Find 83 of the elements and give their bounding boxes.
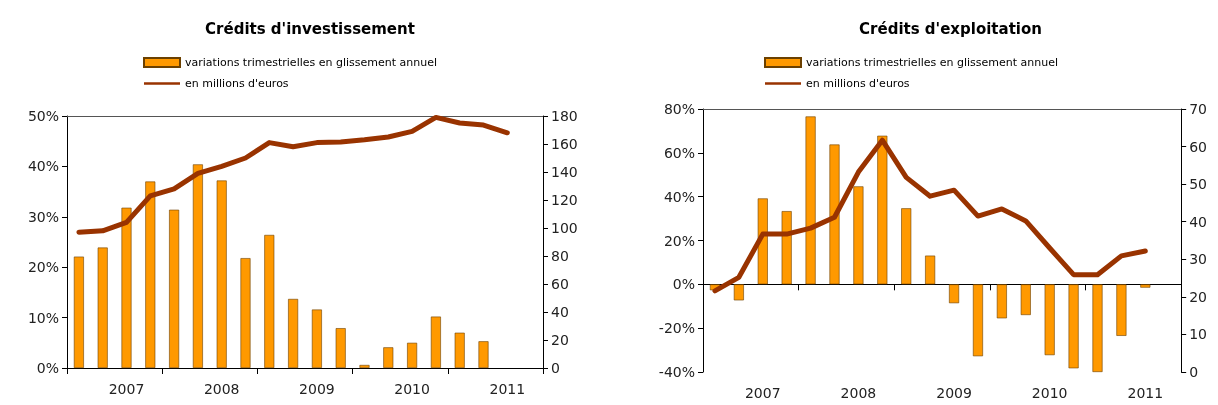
y-tick-label: 40% xyxy=(27,158,59,175)
y2-tick-label: 40 xyxy=(1189,213,1208,230)
bar xyxy=(121,207,132,368)
y2-tick-label: 30 xyxy=(1189,251,1208,268)
y-tick-label: 30% xyxy=(27,208,59,225)
bar xyxy=(407,342,418,368)
x-tick-label: 2009 xyxy=(299,381,335,397)
y2-tick-label: 50 xyxy=(1189,176,1208,193)
x-tick-label: 2008 xyxy=(840,385,877,401)
y2-tick-label: 160 xyxy=(551,136,578,152)
bar xyxy=(972,284,983,357)
legend-label: variations trimestrielles en glissement annuel xyxy=(806,56,1059,69)
bar xyxy=(829,144,840,285)
y2-tick-label: 20 xyxy=(1189,288,1208,305)
bar xyxy=(805,116,816,285)
y-tick-label: 40% xyxy=(663,188,695,205)
x-tick-label: 2009 xyxy=(936,385,972,401)
bar xyxy=(1092,284,1103,372)
bar xyxy=(454,332,465,368)
bar xyxy=(877,135,888,285)
bar xyxy=(73,256,84,368)
bar xyxy=(781,211,792,285)
bar xyxy=(311,309,322,368)
bar xyxy=(145,181,156,368)
legend-label: en millions d'euros xyxy=(806,77,910,90)
bar xyxy=(949,284,960,304)
bar xyxy=(192,164,203,368)
bar xyxy=(478,341,489,368)
legend-label: en millions d'euros xyxy=(185,77,289,90)
y2-tick-label: 40 xyxy=(551,304,569,320)
bar xyxy=(1068,284,1079,369)
chart-title: Crédits d'exploitation xyxy=(859,19,1042,38)
y2-tick-label: 0 xyxy=(551,360,560,376)
bar xyxy=(733,284,744,301)
y-tick-label: 50% xyxy=(27,108,59,124)
x-tick-label: 2011 xyxy=(1127,385,1164,401)
bar xyxy=(430,316,441,368)
y2-tick-label: 10 xyxy=(1189,326,1208,343)
bar xyxy=(335,328,346,368)
y2-tick-label: 60 xyxy=(1189,138,1208,155)
y-tick-label: 10% xyxy=(27,309,59,326)
legend-label: variations trimestrielles en glissement annuel xyxy=(185,56,438,69)
bar xyxy=(240,258,251,368)
x-tick-label: 2007 xyxy=(108,381,145,397)
y2-tick-label: 140 xyxy=(551,164,578,180)
x-tick-label: 2007 xyxy=(744,385,781,401)
bar xyxy=(359,364,370,368)
y-tick-label: -20% xyxy=(658,320,695,337)
y2-tick-label: 120 xyxy=(551,192,578,208)
bar xyxy=(264,234,275,368)
y2-tick-label: 180 xyxy=(551,108,578,124)
bar xyxy=(757,198,768,285)
bar xyxy=(925,255,936,285)
x-tick-label: 2011 xyxy=(489,381,526,397)
y2-tick-label: 0 xyxy=(1189,364,1199,380)
bar xyxy=(901,208,912,285)
bar xyxy=(1116,284,1127,336)
y-tick-label: 20% xyxy=(27,259,59,276)
bar xyxy=(996,284,1007,319)
bar xyxy=(1020,284,1031,316)
y2-tick-label: 80 xyxy=(551,248,569,264)
x-tick-label: 2010 xyxy=(1031,385,1068,401)
y-tick-label: 0% xyxy=(36,360,59,376)
y-tick-label: 20% xyxy=(663,232,695,249)
y-tick-label: 0% xyxy=(672,276,695,293)
chart-title: Crédits d'investissement xyxy=(205,19,415,38)
y2-tick-label: 100 xyxy=(551,220,578,236)
bar xyxy=(216,180,227,368)
y-tick-label: 80% xyxy=(663,101,695,117)
y2-tick-label: 20 xyxy=(551,332,569,348)
bar xyxy=(288,298,299,368)
bar xyxy=(853,186,864,285)
x-tick-label: 2010 xyxy=(394,381,430,397)
bar xyxy=(1140,284,1151,288)
bar xyxy=(1044,284,1055,356)
y2-tick-label: 70 xyxy=(1189,101,1208,117)
bar xyxy=(97,247,108,368)
bar xyxy=(383,347,394,368)
y2-tick-label: 60 xyxy=(551,276,569,292)
bar xyxy=(169,209,180,368)
y-tick-label: -40% xyxy=(658,364,695,380)
y-tick-label: 60% xyxy=(663,144,695,161)
x-tick-label: 2008 xyxy=(203,381,240,397)
